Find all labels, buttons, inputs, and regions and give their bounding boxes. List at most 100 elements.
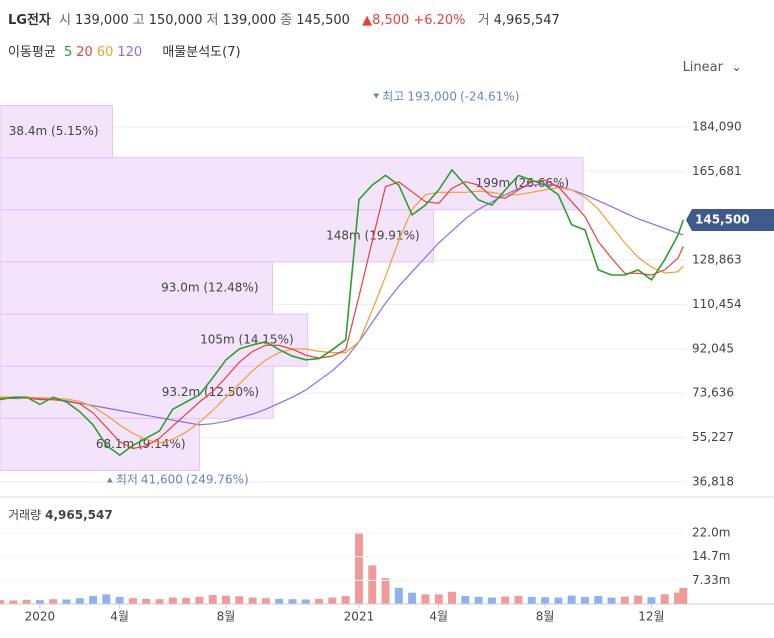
profile-bar [0, 261, 274, 315]
volume-bar [142, 598, 151, 604]
volume-bar [102, 594, 111, 604]
profile-label: 93.2m (12.50%) [162, 385, 259, 399]
y-tick-label: 165,681 [692, 164, 742, 178]
volume-bar [195, 596, 204, 604]
volume-title-label: 거래량 [8, 508, 41, 522]
quote-items: 시 139,000 고 150,000 저 139,000 종 145,500 [59, 13, 354, 28]
ma-legend: 5 20 60 120 [64, 45, 146, 60]
y-tick-label: 128,863 [692, 253, 742, 267]
stock-name: LG전자 [8, 13, 51, 28]
volume-bar [155, 599, 164, 604]
volume-value: 4,965,547 [493, 13, 560, 28]
ma-legend-item: 60 [96, 45, 114, 60]
volume-bar [381, 578, 390, 604]
volume-bar [567, 595, 576, 604]
ma-legend-item: 5 [63, 45, 73, 60]
y-tick-label: 92,045 [692, 341, 734, 355]
ma-header: 이동평균 5 20 60 120 매물분석도(7) [8, 41, 245, 60]
volume-bar [168, 597, 177, 604]
quote-value: 145,500 [296, 13, 350, 28]
profile-bar [0, 417, 201, 471]
high-text: 최고 [382, 89, 404, 103]
quote-value: 139,000 [74, 13, 129, 28]
y-tick-label: 36,818 [692, 475, 734, 489]
ma-label: 이동평균 [8, 45, 56, 60]
y-tick-label: 55,227 [692, 430, 734, 444]
volume-bar [248, 597, 257, 604]
volume-bar [261, 598, 270, 604]
profile-label: 105m (14.15%) [200, 333, 294, 347]
high-marker [373, 93, 380, 99]
volume-bar [541, 597, 550, 604]
volume-bar [128, 598, 137, 604]
x-tick-label: 12월 [638, 610, 664, 624]
scale-label[interactable]: Linear [682, 60, 723, 75]
volume-bar [368, 565, 377, 604]
volume-bar [474, 596, 483, 604]
volume-bar [62, 599, 71, 604]
volume-bar [554, 597, 563, 604]
ma-line [0, 183, 684, 426]
volume-bar [341, 595, 350, 604]
high-change: (-24.61%) [460, 89, 519, 103]
volume-bar [634, 595, 643, 604]
profile-label: 38.4m (5.15%) [9, 124, 99, 138]
profile-bar [0, 157, 584, 211]
quote-label: 종 [280, 13, 293, 28]
volume-bar [394, 587, 403, 604]
volume-bar [660, 594, 669, 604]
volume-bar [315, 598, 324, 604]
volume-bar [9, 600, 18, 604]
volume-bar [674, 592, 683, 604]
current-price-tag [686, 209, 774, 232]
low-text: 최저 [116, 472, 138, 486]
volume-title: 거래량 4,965,547 [8, 508, 113, 522]
volume-bar [487, 597, 496, 604]
volume-title-value: 4,965,547 [45, 508, 113, 522]
volume-bar [0, 600, 4, 604]
volume-bar [75, 598, 84, 604]
volume-bar [35, 600, 44, 604]
volume-tick-label: 14.7m [692, 549, 730, 563]
volume-bar [527, 596, 536, 604]
change-value: 8,500 [372, 13, 410, 28]
quote-value: 139,000 [222, 13, 277, 28]
volume-bar [182, 597, 191, 604]
quote-label: 저 [206, 13, 219, 28]
profile-label: 199m (26.66%) [476, 176, 570, 190]
volume-bar [89, 595, 98, 604]
quote-label: 시 [59, 13, 71, 28]
x-tick-label: 2020 [25, 610, 56, 624]
volume-bar [434, 594, 443, 604]
volume-bar [607, 597, 616, 604]
volume-bar [222, 595, 230, 604]
volume-tick-label: 7.33m [692, 573, 730, 587]
volume-bar [22, 599, 31, 604]
x-tick-label: 4월 [429, 610, 448, 624]
volume-bar [408, 592, 417, 604]
change-pct: +6.20% [413, 13, 466, 28]
volume-bar [647, 597, 656, 604]
profile-label: 93.0m (12.48%) [161, 280, 258, 294]
low-value_label: 41,600 [141, 472, 183, 486]
profile-bar [0, 105, 114, 159]
profile-label: 매물분석도(7) [162, 45, 241, 60]
volume-bar [288, 599, 297, 604]
profile-label: 148m (19.91%) [326, 228, 420, 242]
volume-bar [461, 595, 470, 604]
low-annotation: 최저 41,600 (249.76%) [116, 472, 249, 486]
low-change: (249.76%) [186, 472, 249, 486]
scale-toggle[interactable]: Linear ⌄ [682, 60, 742, 75]
volume-label: 거 [477, 13, 490, 28]
volume-bar [49, 599, 58, 604]
volume-bar [421, 594, 430, 604]
x-tick-label: 2021 [344, 610, 375, 624]
change: ▲8,500 +6.20% [362, 13, 466, 28]
volume-bar [208, 594, 217, 604]
volume-bar [328, 597, 337, 604]
volume-bar [235, 596, 244, 604]
ma-line [0, 179, 684, 450]
volume-bar [580, 596, 589, 604]
